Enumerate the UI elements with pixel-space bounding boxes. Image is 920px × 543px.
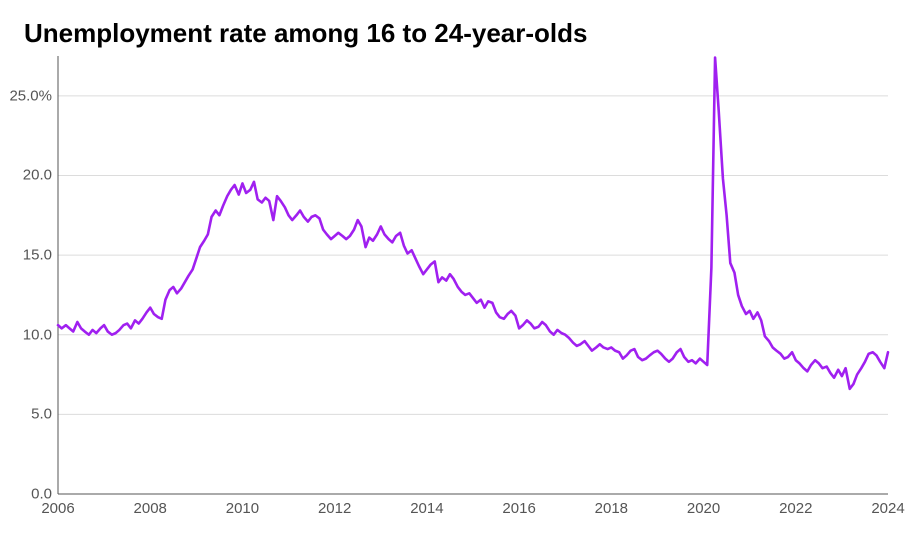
x-axis-label: 2018 [595,494,628,517]
unemployment-line [58,58,888,389]
x-axis-label: 2008 [134,494,167,517]
y-axis-label: 15.0 [23,247,58,264]
y-axis-label: 5.0 [31,406,58,423]
chart-title: Unemployment rate among 16 to 24-year-ol… [24,18,896,49]
line-chart: 0.05.010.015.020.025.0%20062008201020122… [58,56,888,494]
y-axis-label: 10.0 [23,326,58,343]
y-axis-label: 25.0% [9,87,58,104]
x-axis-label: 2014 [410,494,443,517]
x-axis-label: 2010 [226,494,259,517]
x-axis-label: 2022 [779,494,812,517]
x-axis-label: 2006 [41,494,74,517]
chart-container: Unemployment rate among 16 to 24-year-ol… [0,0,920,543]
x-axis-label: 2012 [318,494,351,517]
y-axis-label: 20.0 [23,167,58,184]
x-axis-label: 2020 [687,494,720,517]
x-axis-label: 2016 [502,494,535,517]
x-axis-label: 2024 [871,494,904,517]
plot-area [58,56,888,494]
